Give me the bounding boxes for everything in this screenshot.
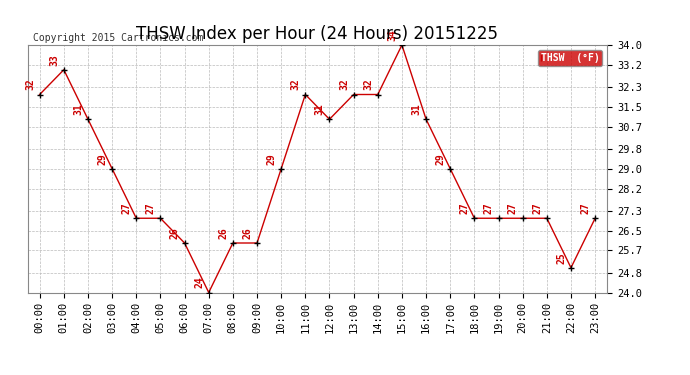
Text: 32: 32 — [339, 79, 349, 90]
Text: 27: 27 — [460, 202, 470, 214]
Text: 32: 32 — [363, 79, 373, 90]
Text: 27: 27 — [121, 202, 132, 214]
Text: 27: 27 — [580, 202, 591, 214]
Text: 27: 27 — [484, 202, 494, 214]
Text: 29: 29 — [435, 153, 446, 165]
Text: 27: 27 — [146, 202, 156, 214]
Text: 25: 25 — [556, 252, 566, 264]
Legend: THSW  (°F): THSW (°F) — [538, 50, 602, 66]
Text: 26: 26 — [218, 227, 228, 239]
Text: 31: 31 — [315, 104, 325, 115]
Text: 31: 31 — [73, 104, 83, 115]
Text: 24: 24 — [194, 277, 204, 288]
Text: 31: 31 — [411, 104, 422, 115]
Text: 26: 26 — [242, 227, 253, 239]
Text: 32: 32 — [290, 79, 301, 90]
Text: 29: 29 — [97, 153, 108, 165]
Title: THSW Index per Hour (24 Hours) 20151225: THSW Index per Hour (24 Hours) 20151225 — [137, 26, 498, 44]
Text: 27: 27 — [508, 202, 518, 214]
Text: Copyright 2015 Cartronics.com: Copyright 2015 Cartronics.com — [33, 33, 204, 42]
Text: 32: 32 — [25, 79, 35, 90]
Text: 27: 27 — [532, 202, 542, 214]
Text: 33: 33 — [49, 54, 59, 66]
Text: 26: 26 — [170, 227, 180, 239]
Text: 29: 29 — [266, 153, 277, 165]
Text: 34: 34 — [387, 29, 397, 41]
